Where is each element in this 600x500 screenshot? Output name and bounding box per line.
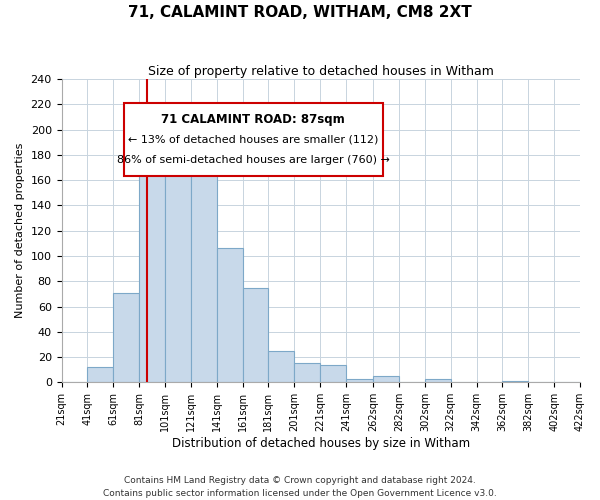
Bar (113, 292, 139, 382)
Text: 71, CALAMINT ROAD, WITHAM, CM8 2XT: 71, CALAMINT ROAD, WITHAM, CM8 2XT (128, 5, 472, 20)
FancyBboxPatch shape (124, 104, 383, 176)
Bar (373, 376, 399, 382)
X-axis label: Distribution of detached houses by size in Witham: Distribution of detached houses by size … (172, 437, 470, 450)
Bar (346, 378, 373, 382)
Bar (191, 166, 217, 382)
Bar (425, 378, 451, 382)
Bar (320, 364, 346, 382)
Y-axis label: Number of detached properties: Number of detached properties (15, 143, 25, 318)
Bar (268, 351, 294, 382)
Bar (139, 141, 165, 382)
Bar (217, 248, 242, 382)
Text: 71 CALAMINT ROAD: 87sqm: 71 CALAMINT ROAD: 87sqm (161, 113, 345, 126)
Bar (165, 138, 191, 382)
Bar (294, 364, 320, 382)
Bar (242, 288, 268, 382)
Text: Contains HM Land Registry data © Crown copyright and database right 2024.
Contai: Contains HM Land Registry data © Crown c… (103, 476, 497, 498)
Text: ← 13% of detached houses are smaller (112): ← 13% of detached houses are smaller (11… (128, 135, 379, 145)
Text: 86% of semi-detached houses are larger (760) →: 86% of semi-detached houses are larger (… (117, 155, 390, 165)
Title: Size of property relative to detached houses in Witham: Size of property relative to detached ho… (148, 65, 494, 78)
Bar (88, 367, 113, 382)
Bar (502, 381, 528, 382)
